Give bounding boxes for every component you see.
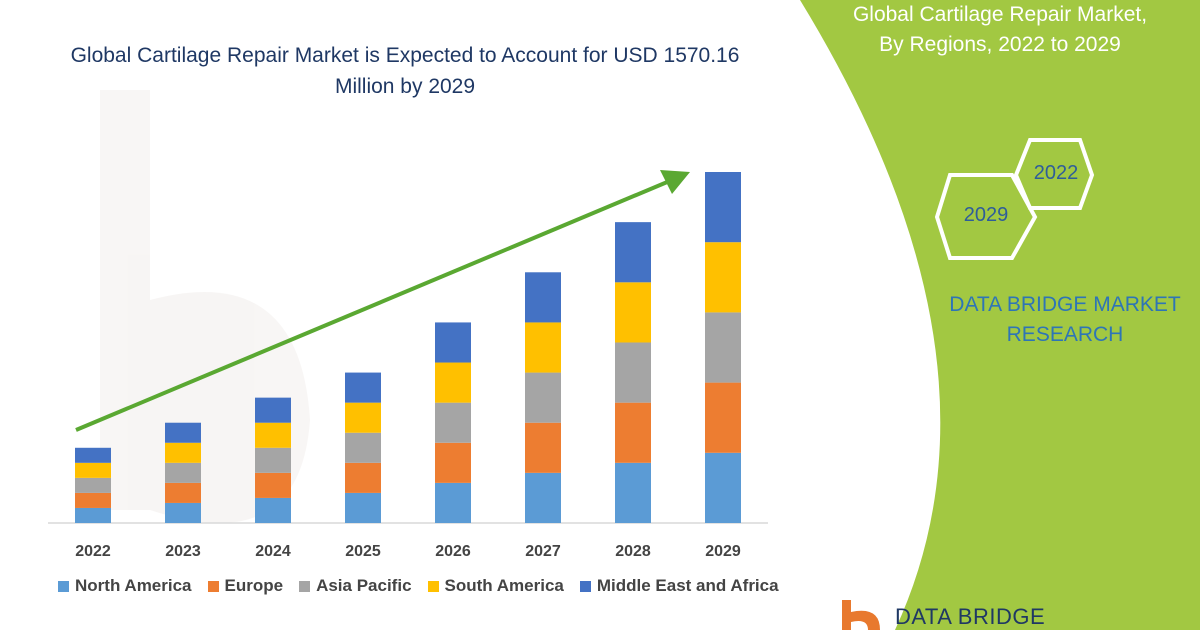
bar-2027-south-america bbox=[525, 322, 561, 373]
brand-line1: DATA BRIDGE MARKET bbox=[949, 293, 1181, 316]
bar-2023-europe bbox=[165, 482, 201, 503]
legend-item: South America bbox=[427, 576, 564, 596]
chart-title: Global Cartilage Repair Market is Expect… bbox=[70, 44, 740, 98]
bar-2022-north-america bbox=[75, 507, 111, 523]
right-green-panel bbox=[800, 0, 1200, 630]
legend-swatch bbox=[207, 580, 219, 592]
x-tick-label: 2023 bbox=[165, 543, 201, 560]
bar-2028-europe bbox=[615, 402, 651, 463]
bar-2026-middle-east-and-africa bbox=[435, 322, 471, 363]
x-tick-labels: 2022 2023 2024 2025 2026 2027 2028 2029 bbox=[75, 543, 741, 560]
bar-2023-south-america bbox=[165, 442, 201, 463]
bar-2024-europe bbox=[255, 472, 291, 498]
legend-swatch bbox=[299, 580, 311, 592]
bar-2029-north-america bbox=[705, 452, 741, 523]
legend-label: Asia Pacific bbox=[316, 576, 412, 595]
bar-2028-middle-east-and-africa bbox=[615, 222, 651, 283]
bar-2025-middle-east-and-africa bbox=[345, 372, 381, 403]
bar-2029-middle-east-and-africa bbox=[705, 172, 741, 243]
bar-2026-europe bbox=[435, 442, 471, 483]
bar-2028-south-america bbox=[615, 282, 651, 343]
x-tick-label: 2026 bbox=[435, 543, 471, 560]
legend-label: South America bbox=[444, 576, 564, 595]
hexagon-2022-icon bbox=[1013, 138, 1095, 210]
x-tick-label: 2028 bbox=[615, 543, 651, 560]
hex-label-2029: 2029 bbox=[963, 204, 1009, 226]
bar-2026-south-america bbox=[435, 362, 471, 403]
brand-line2: RESEARCH bbox=[1006, 323, 1124, 346]
legend-label: North America bbox=[75, 576, 192, 595]
bar-2022-asia-pacific bbox=[75, 477, 111, 493]
x-tick-label: 2022 bbox=[75, 543, 111, 560]
bar-2027-north-america bbox=[525, 472, 561, 523]
x-tick-label: 2025 bbox=[345, 543, 381, 560]
bar-2029-asia-pacific bbox=[705, 312, 741, 383]
panel-title: Global Cartilage Repair Market, By Regio… bbox=[830, 0, 1170, 60]
legend-swatch bbox=[58, 580, 69, 592]
stacked-bars bbox=[75, 172, 741, 523]
bar-2024-south-america bbox=[255, 422, 291, 448]
legend-swatch bbox=[427, 580, 439, 592]
bar-2025-asia-pacific bbox=[345, 432, 381, 463]
bar-2024-north-america bbox=[255, 497, 291, 523]
bar-2023-north-america bbox=[165, 502, 201, 523]
x-tick-label: 2024 bbox=[255, 543, 291, 560]
legend-item: North America bbox=[58, 576, 192, 596]
bar-2029-europe bbox=[705, 382, 741, 453]
panel-title-line2: By Regions, 2022 to 2029 bbox=[879, 33, 1121, 56]
logo-text: DATA BRIDGE bbox=[895, 604, 1046, 629]
bar-2022-middle-east-and-africa bbox=[75, 447, 111, 463]
legend-item: Asia Pacific bbox=[299, 576, 412, 596]
bar-2024-middle-east-and-africa bbox=[255, 397, 291, 423]
x-tick-label: 2027 bbox=[525, 543, 561, 560]
logo-mark-icon bbox=[842, 600, 880, 630]
bar-2027-middle-east-and-africa bbox=[525, 272, 561, 323]
bar-2025-europe bbox=[345, 462, 381, 493]
bar-2026-north-america bbox=[435, 482, 471, 523]
bar-2028-north-america bbox=[615, 462, 651, 523]
bar-2027-asia-pacific bbox=[525, 372, 561, 423]
bar-2029-south-america bbox=[705, 242, 741, 313]
bar-2023-asia-pacific bbox=[165, 462, 201, 483]
legend: North America Europe Asia Pacific South Ame… bbox=[58, 576, 785, 596]
bar-2025-north-america bbox=[345, 492, 381, 523]
bar-2024-asia-pacific bbox=[255, 447, 291, 473]
legend-item: Europe bbox=[207, 576, 284, 596]
bar-2027-europe bbox=[525, 422, 561, 473]
hex-label-2022: 2022 bbox=[1033, 162, 1079, 184]
bar-2025-south-america bbox=[345, 402, 381, 433]
legend-label: Middle East and Africa bbox=[596, 576, 779, 595]
legend-item: Middle East and Africa bbox=[579, 576, 779, 596]
panel-title-line1: Global Cartilage Repair Market, bbox=[852, 3, 1148, 26]
x-tick-label: 2029 bbox=[705, 543, 741, 560]
legend-label: Europe bbox=[224, 576, 284, 595]
trend-arrow-head-icon bbox=[660, 170, 690, 194]
bar-2028-asia-pacific bbox=[615, 342, 651, 403]
bar-2022-europe bbox=[75, 492, 111, 508]
hexagon-2029-icon bbox=[934, 173, 1038, 260]
bar-2022-south-america bbox=[75, 462, 111, 478]
bar-2023-middle-east-and-africa bbox=[165, 422, 201, 443]
legend-swatch bbox=[579, 580, 591, 592]
bar-2026-asia-pacific bbox=[435, 402, 471, 443]
brand-text: DATA BRIDGE MARKET RESEARCH bbox=[920, 290, 1200, 350]
trend-arrow-line bbox=[75, 178, 673, 432]
